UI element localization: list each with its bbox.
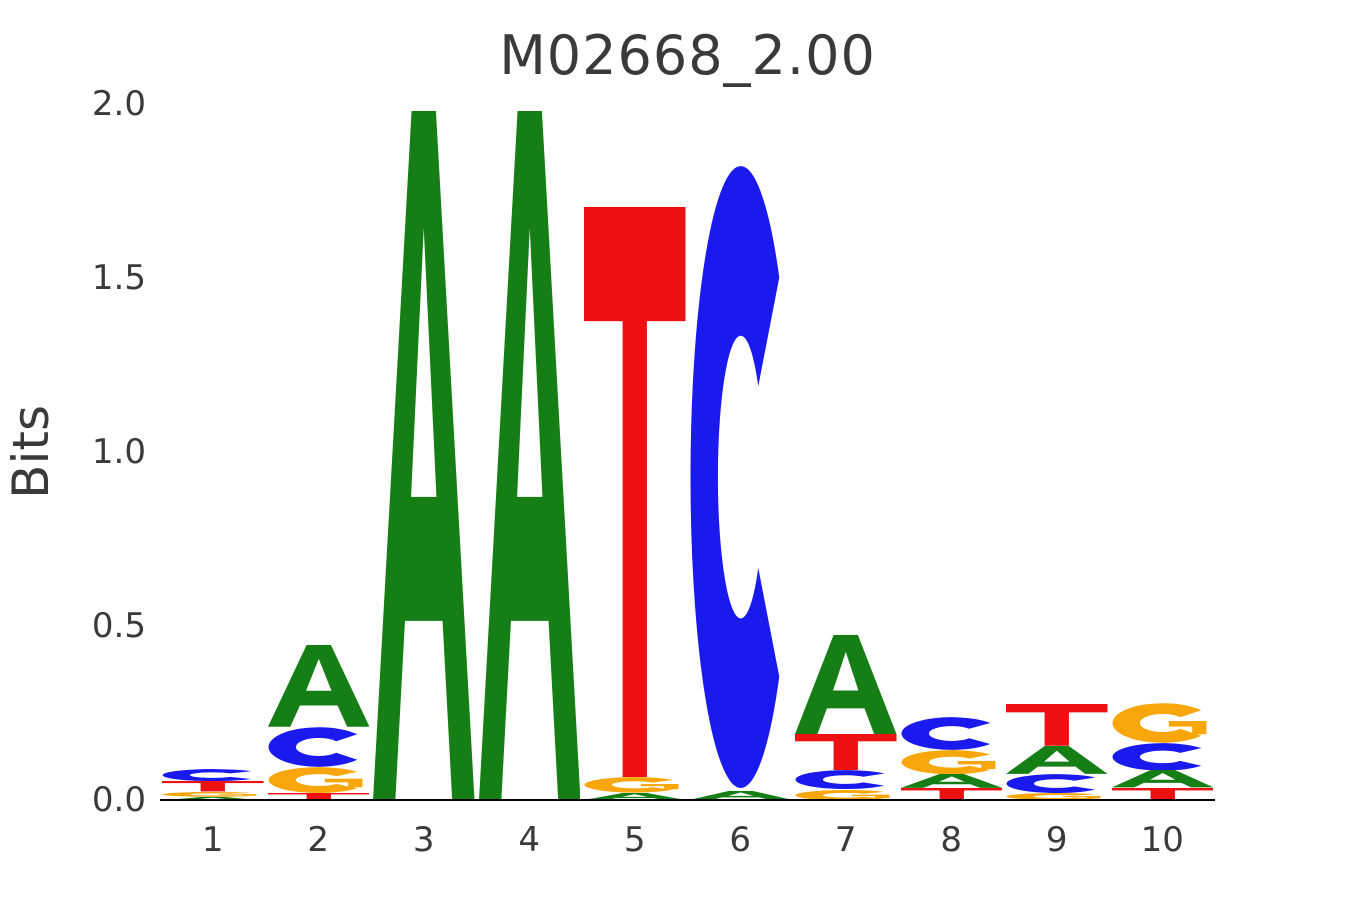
logo-column-8 [899, 104, 1005, 800]
logo-letter-G [1006, 793, 1108, 800]
logo-column-1 [160, 104, 266, 800]
logo-column-2 [266, 104, 372, 800]
logo-letter-A [795, 634, 897, 734]
logo-letter-A [478, 110, 580, 800]
y-axis-label-wrap: Bits [0, 104, 62, 800]
logo-letter-C [901, 716, 1003, 750]
logo-column-4 [477, 104, 583, 800]
logo-column-9 [1004, 104, 1110, 800]
logo-plot [160, 104, 1215, 800]
y-axis-ticks: 0.0 0.5 1.0 1.5 2.0 [62, 84, 152, 820]
logo-letter-A [1111, 770, 1213, 788]
y-tick-label: 0.0 [91, 780, 146, 820]
logo-letter-T [584, 206, 686, 778]
x-tick-label: 4 [518, 820, 541, 860]
logo-letter-G [268, 767, 370, 793]
logo-letter-G [1112, 702, 1214, 743]
logo-letter-T [1006, 704, 1108, 747]
x-tick-label: 7 [834, 820, 857, 860]
x-tick-label: 3 [412, 820, 435, 860]
y-axis-label: Bits [2, 405, 60, 499]
y-tick-label: 2.0 [91, 84, 146, 124]
x-tick-label: 9 [1045, 820, 1068, 860]
logo-letter-A [267, 645, 369, 727]
logo-letter-G [162, 791, 264, 797]
logo-column-10 [1110, 104, 1216, 800]
logo-letter-T [900, 787, 1002, 800]
logo-letter-C [162, 769, 264, 782]
x-axis-ticks: 1 2 3 4 5 6 7 8 9 10 [160, 820, 1215, 860]
logo-letter-C [1006, 774, 1108, 793]
x-tick-label: 1 [201, 820, 224, 860]
logo-letter-T [1111, 787, 1213, 800]
x-tick-label: 5 [623, 820, 646, 860]
logo-letter-C [795, 770, 897, 790]
logo-column-5 [582, 104, 688, 800]
logo-column-3 [371, 104, 477, 800]
logo-letter-T [795, 733, 897, 771]
logo-letter-T [162, 781, 264, 792]
logo-letter-A [1006, 746, 1108, 774]
logo-letter-G [901, 749, 1003, 774]
x-axis-line [160, 799, 1215, 801]
logo-letter-A [689, 791, 791, 800]
logo-letter-C [1112, 742, 1214, 771]
y-tick-label: 0.5 [91, 606, 146, 646]
logo-letter-A [900, 773, 1002, 788]
logo-letter-C [690, 163, 792, 791]
logo-letter-A [584, 793, 686, 800]
x-tick-label: 10 [1140, 820, 1184, 860]
x-tick-label: 6 [729, 820, 752, 860]
logo-letter-G [795, 789, 897, 800]
chart-title: M02668_2.00 [499, 24, 876, 87]
y-tick-label: 1.5 [91, 258, 146, 298]
y-tick-label: 1.0 [91, 432, 146, 472]
logo-column-6 [688, 104, 794, 800]
logo-column-7 [793, 104, 899, 800]
x-tick-label: 8 [940, 820, 963, 860]
logo-letter-T [267, 793, 369, 800]
logo-letter-C [268, 727, 370, 767]
x-tick-label: 2 [307, 820, 330, 860]
logo-letter-G [584, 777, 686, 793]
logo-letter-A [373, 110, 475, 800]
